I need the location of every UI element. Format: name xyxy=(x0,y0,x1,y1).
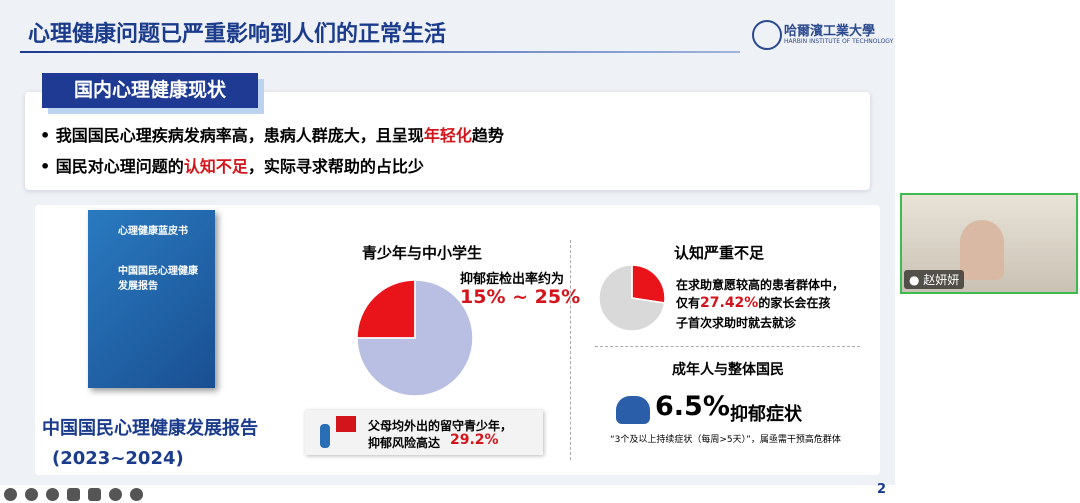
bullet: • 我国国民心理疾病发病率高，患病人群庞大，且呈现年轻化趋势 xyxy=(40,126,504,145)
bullet-text: 趋势 xyxy=(471,126,504,145)
name: 赵妍妍 xyxy=(923,273,960,287)
tool-button[interactable] xyxy=(109,488,122,501)
bullet-text: 我国国民心理疾病发病率高，患病人群庞大，且呈现 xyxy=(55,126,424,145)
cognition-value: 27.42% xyxy=(700,295,759,311)
cognition-text3: 子首次求助时就去就诊 xyxy=(676,316,797,330)
tool-button[interactable] xyxy=(130,488,143,501)
pie-slice xyxy=(598,264,666,332)
bullet-text: ，实际寻求帮助的占比少 xyxy=(247,157,424,176)
toolbar xyxy=(4,488,143,501)
storm-icon xyxy=(616,396,650,424)
cognition-text2: 仅有27.42%的家长会在孩 xyxy=(676,294,830,311)
tool-button[interactable] xyxy=(46,488,59,501)
youth-heading: 青少年与中小学生 xyxy=(362,244,483,262)
bullet-text: 国民对心理问题的 xyxy=(55,157,184,176)
text: 仅有 xyxy=(676,296,701,310)
cognition-text1: 在求助意愿较高的患者群体中， xyxy=(676,278,845,292)
tool-button[interactable] xyxy=(88,488,101,501)
text: 的家长会在孩 xyxy=(758,296,831,310)
logo-sub: HARBIN INSTITUTE OF TECHNOLOGY xyxy=(784,38,894,45)
emphasis: 年轻化 xyxy=(423,126,472,145)
adults-note: “3个及以上持续症状（每周>5天）”，属亟需干预高危群体 xyxy=(610,435,841,445)
book-cover xyxy=(88,210,215,388)
adults-label: 抑郁症状 xyxy=(730,404,802,425)
emphasis: 认知不足 xyxy=(183,157,248,176)
logo-name: 哈爾濱工業大學 xyxy=(784,24,876,39)
tool-button[interactable] xyxy=(4,488,17,501)
left-behind-line2: 抑郁风险高达 xyxy=(368,436,441,450)
youth-note: 抑郁症检出率约为 xyxy=(460,272,565,287)
pie-slice xyxy=(356,279,416,339)
cognition-heading: 认知严重不足 xyxy=(674,244,765,262)
participant-name: ● 赵妍妍 xyxy=(904,270,965,289)
section-label: 国内心理健康现状 xyxy=(42,73,258,108)
person-icon xyxy=(320,424,330,448)
book-years: (2023~2024) xyxy=(52,448,184,469)
left-behind-line1: 父母均外出的留守青少年， xyxy=(368,419,513,433)
house-icon xyxy=(336,416,356,432)
page-number: 2 xyxy=(877,482,887,497)
adults-value: 6.5% xyxy=(655,391,730,422)
participant-video xyxy=(960,220,1004,280)
pie-slice xyxy=(356,279,474,397)
tool-button[interactable] xyxy=(25,488,38,501)
pie-slice xyxy=(631,264,666,304)
youth-range: 15% ~ 25% xyxy=(460,286,581,308)
bullet: • 国民对心理问题的认知不足，实际寻求帮助的占比少 xyxy=(40,157,424,176)
tool-button[interactable] xyxy=(67,488,80,501)
book-cover-title: 心理健康蓝皮书 xyxy=(118,226,188,237)
pies xyxy=(356,264,666,397)
adults-heading: 成年人与整体国民 xyxy=(672,362,784,378)
book-cover-main: 中国国民心理健康发展报告 xyxy=(118,266,198,292)
logo-emblem xyxy=(752,20,782,50)
left-behind-value: 29.2% xyxy=(450,432,499,448)
slide-title: 心理健康问题已严重影响到人们的正常生活 xyxy=(28,22,447,47)
title-rule xyxy=(20,51,740,53)
book-caption: 中国国民心理健康发展报告 xyxy=(42,418,258,439)
divider xyxy=(570,240,571,460)
separator xyxy=(595,346,860,347)
